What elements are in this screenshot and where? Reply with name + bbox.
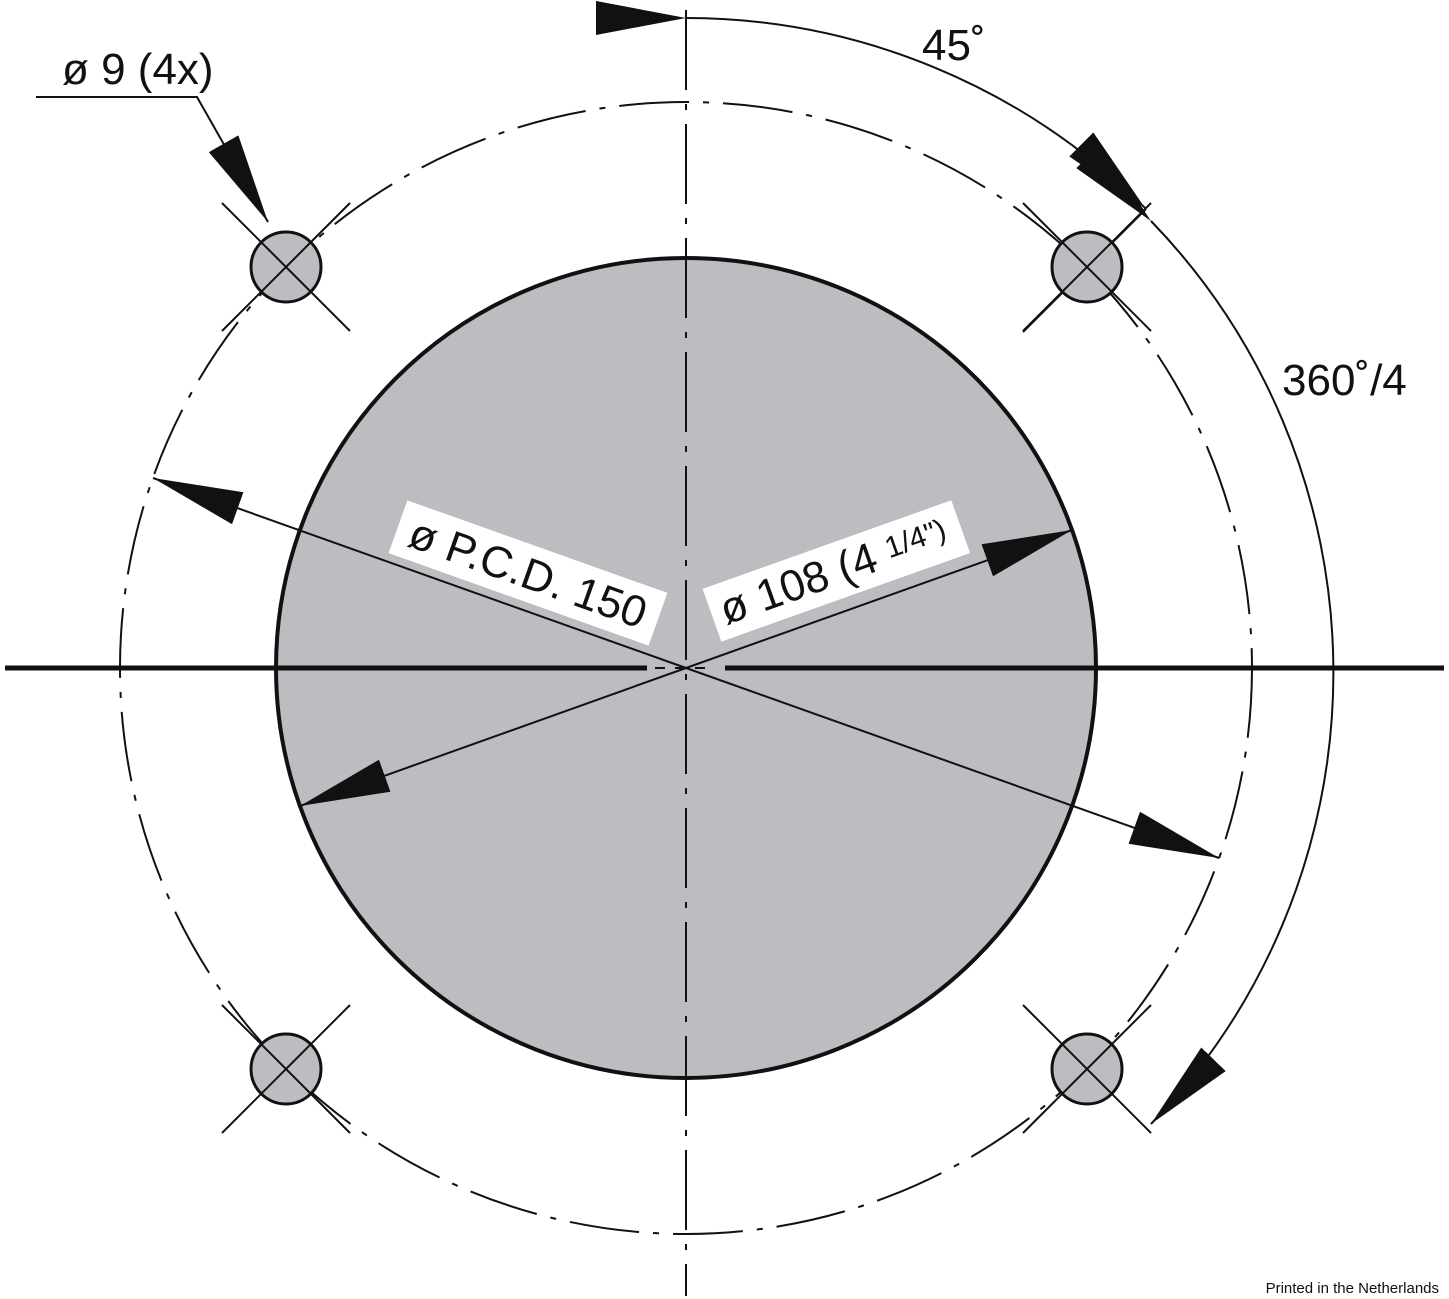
offset-angle-label: 45˚ <box>922 21 986 70</box>
pcd-dimension-line <box>152 477 687 669</box>
footer-text: Printed in the Netherlands <box>1265 1280 1439 1297</box>
bolt-hole-top-right <box>1022 202 1152 332</box>
bore-dimension-line <box>685 529 1073 669</box>
bolt-hole-bottom-right <box>1022 1004 1152 1134</box>
hole-callout-leader <box>36 96 269 223</box>
pcd-dimension-line-opposite <box>685 667 1220 859</box>
bore-dimension-line-opposite <box>299 667 687 807</box>
hole-callout-label: ø 9 (4x) <box>62 45 214 94</box>
spacing-dimension-arc <box>1076 144 1335 1125</box>
spacing-angle-label: 360˚/4 <box>1282 356 1407 405</box>
bolt-hole-top-left <box>221 202 351 332</box>
bolt-hole-bottom-left <box>221 1004 351 1134</box>
offset-dimension-arc <box>595 0 1146 209</box>
